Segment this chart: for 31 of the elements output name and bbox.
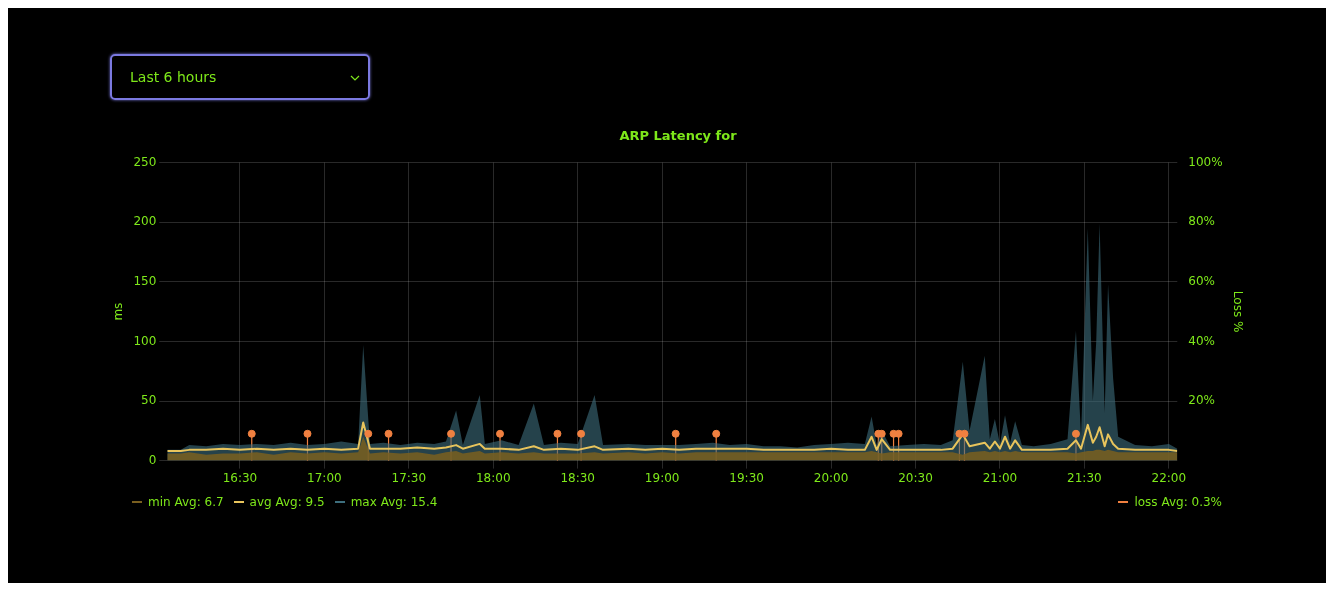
y2-tick-label: 60% xyxy=(1188,273,1215,288)
y-tick-label: 50 xyxy=(141,393,157,408)
x-tick-label: 18:00 xyxy=(475,470,511,485)
y-tick-label: 0 xyxy=(148,452,157,467)
y2-tick-label: 100% xyxy=(1188,154,1223,169)
x-tick-label: 17:30 xyxy=(391,470,427,485)
y-axis-title: ms xyxy=(111,302,126,321)
y-tick-label: 200 xyxy=(133,214,157,229)
x-tick-label: 21:00 xyxy=(982,470,1018,485)
x-tick-label: 20:30 xyxy=(898,470,933,485)
y2-axis-title: Loss % xyxy=(1230,290,1245,333)
legend-label: loss Avg: 0.3% xyxy=(1134,495,1222,509)
dropdown: Last 6 hours xyxy=(110,54,370,100)
x-tick-label: 21:30 xyxy=(1067,470,1102,485)
legend-label: max Avg: 15.4 xyxy=(350,495,438,509)
y2-tick-label: 80% xyxy=(1188,214,1215,229)
y-tick-label: 100 xyxy=(133,333,157,348)
chart-title: ARP Latency for xyxy=(619,128,738,144)
y-tick-label: 250 xyxy=(133,154,157,169)
legend-label: min Avg: 6.7 xyxy=(148,495,224,509)
y2-tick-label: 40% xyxy=(1188,333,1215,348)
y-tick-label: 150 xyxy=(133,273,157,288)
x-tick-label: 22:00 xyxy=(1151,470,1187,485)
x-tick-label: 19:30 xyxy=(729,470,764,485)
x-tick-label: 20:00 xyxy=(813,470,849,485)
x-tick-label: 19:00 xyxy=(644,470,680,485)
x-tick-label: 17:00 xyxy=(307,470,342,485)
y2-tick-label: 20% xyxy=(1188,393,1215,408)
x-tick-label: 18:30 xyxy=(560,470,596,485)
legend-label: avg Avg: 9.5 xyxy=(249,495,325,509)
x-tick-label: 16:30 xyxy=(222,470,258,485)
